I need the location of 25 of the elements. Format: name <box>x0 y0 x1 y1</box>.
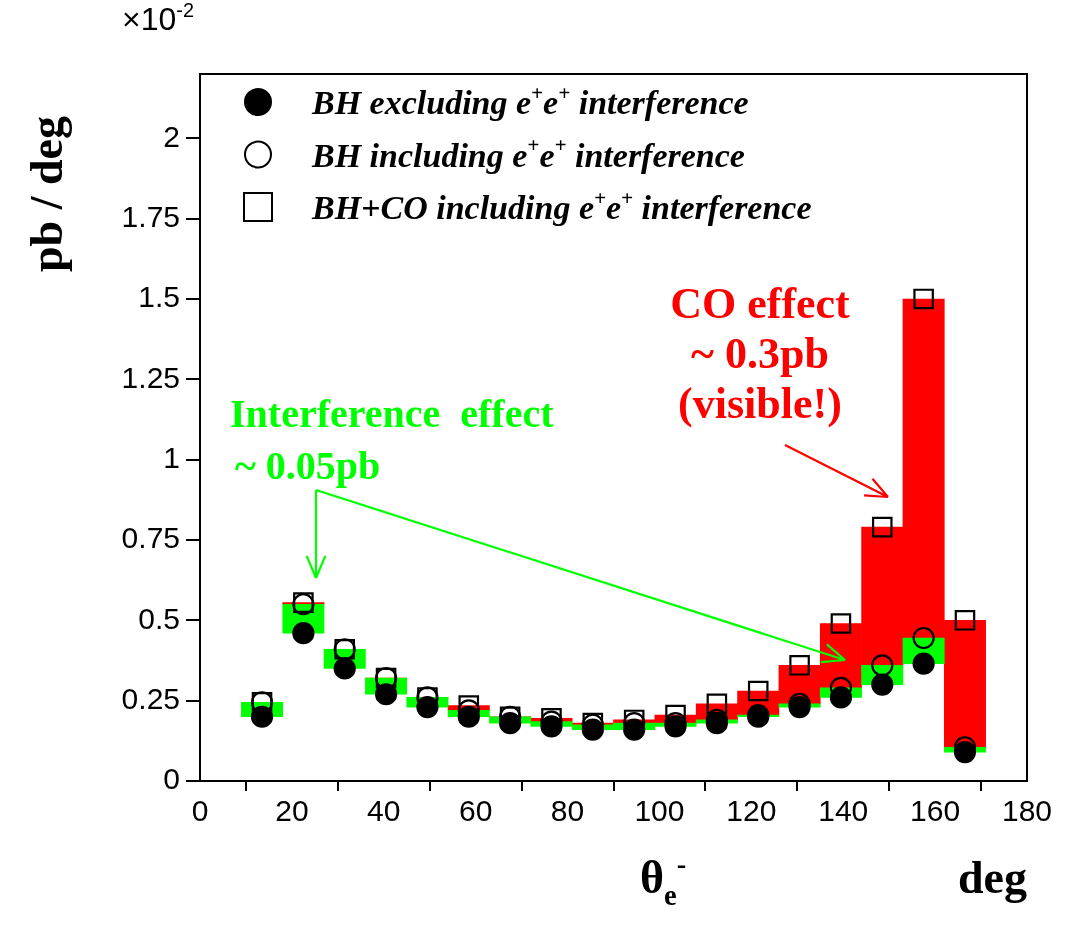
x-tick-label: 120 <box>726 794 777 828</box>
y-tick-label: 0 <box>163 762 180 796</box>
x-tick-label: 80 <box>550 794 585 828</box>
y-tick-label: 1.75 <box>121 199 180 233</box>
x-tick-label: 140 <box>818 794 869 828</box>
legend-label: BH excluding e+e+ interference <box>311 80 749 121</box>
annotation: CO effect ~ 0.3pb (visible!) <box>670 279 851 428</box>
y-axis-title: pb / deg <box>21 116 72 272</box>
y-tick-label: 1.25 <box>121 360 180 394</box>
x-tick-label: 180 <box>1001 794 1053 828</box>
annotation: Interference effect ~ 0.05pb <box>230 391 555 488</box>
y-tick-label: 1.5 <box>138 280 180 314</box>
x-tick-label: 20 <box>275 794 309 828</box>
x-tick-label: 0 <box>191 794 209 828</box>
legend-label: BH including e+e+ interference <box>311 133 745 174</box>
y-tick-label: 0.25 <box>121 681 180 715</box>
y-tick-label: 0.75 <box>121 521 180 555</box>
x-tick-label: 40 <box>367 794 401 828</box>
y-tick-label: 0.5 <box>138 601 180 635</box>
y-tick-label: 2 <box>163 119 180 153</box>
x-tick-label: 60 <box>458 794 493 828</box>
legend-label: BH+CO including e+e+ interference <box>311 185 812 226</box>
x-tick-label: 160 <box>910 794 961 828</box>
y-tick-label: 1 <box>163 440 180 474</box>
x-tick-label: 100 <box>634 794 685 828</box>
